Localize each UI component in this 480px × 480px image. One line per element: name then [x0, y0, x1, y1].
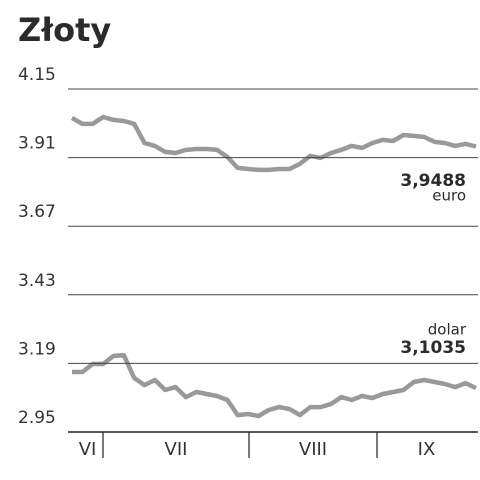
x-tick-label: VI	[79, 439, 97, 460]
x-tick-label: VIII	[299, 439, 327, 460]
end-value-label: 3,9488	[400, 171, 466, 191]
x-tick-label: IX	[418, 439, 436, 460]
chart-title: Złoty	[18, 11, 111, 49]
y-tick-label: 3.19	[18, 339, 56, 359]
series-line	[72, 352, 477, 419]
series-label: dolar	[428, 321, 467, 339]
y-tick-label: 3.67	[18, 202, 56, 222]
y-tick-label: 3.91	[18, 134, 56, 154]
x-tick-label: VII	[165, 439, 188, 460]
series-line	[70, 114, 477, 173]
end-value-label: 3,1035	[400, 338, 466, 358]
series-label: euro	[432, 187, 466, 205]
y-tick-label: 4.15	[18, 65, 56, 85]
y-tick-label: 2.95	[18, 408, 56, 428]
y-tick-label: 3.43	[18, 271, 56, 291]
